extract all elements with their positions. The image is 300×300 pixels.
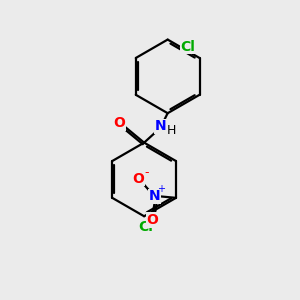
Text: O: O — [114, 116, 126, 130]
Text: O: O — [146, 213, 158, 227]
Text: N: N — [149, 189, 160, 203]
Text: N: N — [154, 119, 166, 134]
Text: +: + — [157, 184, 165, 194]
Text: H: H — [167, 124, 176, 137]
Text: -: - — [145, 166, 149, 179]
Text: O: O — [133, 172, 145, 186]
Text: Cl: Cl — [180, 40, 195, 54]
Text: Cl: Cl — [138, 220, 153, 234]
